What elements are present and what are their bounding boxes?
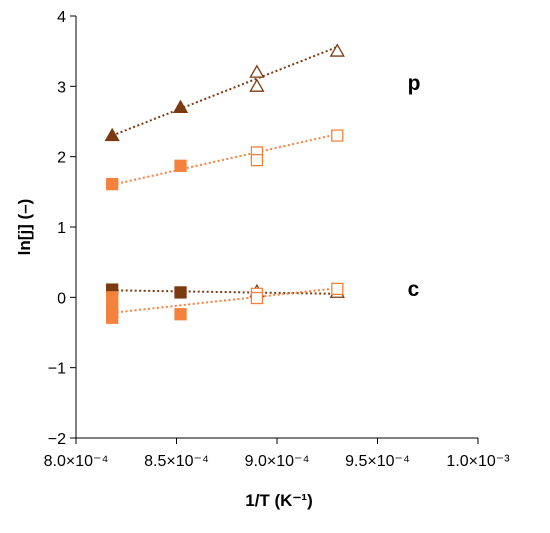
square-marker bbox=[106, 177, 119, 191]
data-points bbox=[104, 43, 345, 324]
y-tick-label: 2 bbox=[57, 150, 66, 167]
x-tick-label: 8.0×10⁻⁴ bbox=[44, 453, 109, 470]
square-marker bbox=[250, 291, 264, 305]
y-tick-label: 0 bbox=[57, 290, 66, 307]
square-marker bbox=[331, 282, 344, 296]
axes: −2 −1 0 1 2 3 4 8.0×10⁻⁴ 8.5×10⁻⁴ 9.0×10⁻⁴ 9.5×10⁻… bbox=[44, 9, 511, 470]
annotations: pc bbox=[408, 72, 421, 301]
trendline bbox=[111, 133, 338, 186]
trendline bbox=[112, 287, 338, 314]
x-tick-label: 8.5×10⁻⁴ bbox=[144, 453, 209, 470]
square-marker bbox=[174, 286, 187, 299]
trendline bbox=[112, 289, 338, 295]
trendlines bbox=[111, 46, 338, 314]
x-tick-label: 1.0×10⁻³ bbox=[446, 453, 510, 470]
triangle-marker bbox=[104, 127, 120, 142]
y-tick-label: 1 bbox=[57, 220, 66, 237]
square-marker bbox=[174, 308, 187, 321]
labels: ln[j] (–) 1/T (K⁻¹) bbox=[15, 199, 313, 510]
y-tick-label: −2 bbox=[48, 431, 66, 448]
square-marker bbox=[331, 129, 344, 142]
x-axis-title: 1/T (K⁻¹) bbox=[245, 491, 313, 510]
x-tick-label: 9.0×10⁻⁴ bbox=[245, 453, 310, 470]
series-group-label: p bbox=[408, 72, 421, 95]
triangle-marker bbox=[249, 64, 265, 78]
y-tick-label: −1 bbox=[48, 361, 66, 378]
y-tick-label: 3 bbox=[57, 79, 66, 96]
y-tick-label: 4 bbox=[57, 9, 66, 26]
square-marker bbox=[250, 154, 264, 167]
y-axis-title: ln[j] (–) bbox=[15, 199, 34, 256]
triangle-marker bbox=[249, 78, 265, 92]
triangle-marker bbox=[329, 43, 345, 57]
x-tick-label: 9.5×10⁻⁴ bbox=[345, 453, 410, 470]
trendline bbox=[111, 46, 338, 137]
series-group-label: c bbox=[408, 278, 420, 301]
square-marker bbox=[174, 159, 187, 172]
triangle-marker bbox=[172, 99, 189, 113]
square-marker bbox=[106, 311, 119, 324]
